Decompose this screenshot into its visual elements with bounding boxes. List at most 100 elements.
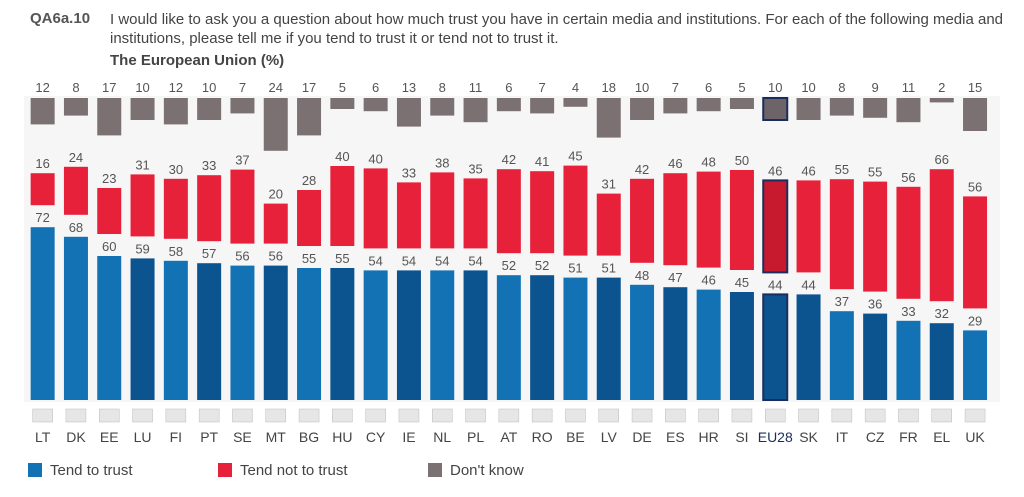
label-dont-know-be: 4: [572, 80, 579, 95]
label-dont-know-pt: 10: [202, 80, 216, 95]
bar-trust-nl: [430, 270, 455, 400]
bar-trust-mt: [263, 265, 288, 400]
stacked-bar-chart: 721612LT68248DK602317EE593110LU583012FI5…: [30, 80, 988, 445]
bar-dont-know-fi: [163, 98, 188, 125]
bar-not-trust-hr: [696, 171, 721, 268]
flag-icon-ro: [531, 408, 553, 423]
label-not-trust-mt: 20: [269, 187, 283, 202]
bar-not-trust-cz: [863, 181, 888, 292]
bar-trust-ee: [97, 256, 122, 400]
bar-not-trust-ie: [396, 182, 421, 249]
label-dont-know-el: 2: [938, 80, 945, 95]
label-trust-lv: 51: [602, 261, 616, 276]
bar-not-trust-eu28: [762, 179, 789, 274]
bar-trust-cz: [863, 313, 888, 400]
flag-icon-si: [731, 408, 753, 423]
bar-not-trust-it: [829, 179, 854, 290]
label-not-trust-pt: 33: [202, 158, 216, 173]
category-label-pl: PL: [467, 429, 484, 445]
bar-trust-it: [829, 311, 854, 400]
flag-icon-el: [931, 408, 952, 423]
bar-dont-know-sk: [796, 98, 821, 120]
bar-dont-know-mt: [263, 98, 288, 151]
bar-not-trust-lv: [596, 193, 621, 256]
category-label-mt: MT: [266, 429, 287, 445]
label-trust-dk: 68: [69, 220, 83, 235]
label-dont-know-ie: 13: [402, 80, 416, 95]
category-label-de: DE: [632, 429, 651, 445]
bar-dont-know-hr: [696, 98, 721, 112]
flag-icon-se: [232, 408, 253, 423]
label-not-trust-it: 55: [835, 162, 849, 177]
bar-trust-lt: [30, 227, 55, 400]
bar-not-trust-de: [630, 178, 655, 263]
bar-dont-know-lt: [30, 98, 55, 125]
category-label-ro: RO: [532, 429, 553, 445]
label-dont-know-hr: 6: [705, 80, 712, 95]
label-not-trust-uk: 56: [968, 179, 982, 194]
label-not-trust-at: 42: [502, 152, 516, 167]
label-dont-know-dk: 8: [72, 80, 79, 95]
label-trust-cz: 36: [868, 297, 882, 312]
bar-trust-hu: [330, 268, 355, 400]
label-not-trust-fr: 56: [901, 170, 915, 185]
label-not-trust-es: 46: [668, 156, 682, 171]
flag-icon-pl: [465, 408, 486, 423]
label-not-trust-be: 45: [568, 149, 582, 164]
label-trust-ro: 52: [535, 258, 549, 273]
label-not-trust-eu28: 46: [768, 163, 782, 178]
label-trust-hr: 46: [701, 273, 715, 288]
bar-not-trust-dk: [63, 166, 88, 215]
category-label-sk: SK: [799, 429, 818, 445]
category-label-se: SE: [233, 429, 252, 445]
flag-icon-hr: [698, 408, 719, 423]
flag-icon-pt: [198, 408, 220, 423]
flag-icon-fr: [898, 408, 919, 423]
category-label-es: ES: [666, 429, 685, 445]
label-dont-know-fi: 12: [169, 80, 183, 95]
legend-item-trust: Tend to trust: [28, 462, 133, 479]
bar-dont-know-es: [663, 98, 688, 114]
bar-dont-know-ee: [97, 98, 122, 136]
flag-icon-lv: [598, 408, 619, 423]
bar-trust-fr: [896, 320, 921, 400]
category-label-at: AT: [500, 429, 517, 445]
bar-not-trust-es: [663, 173, 688, 266]
bar-trust-el: [929, 323, 954, 400]
bar-not-trust-sk: [796, 180, 821, 273]
legend-swatch-dont-know: [428, 463, 442, 477]
category-label-it: IT: [836, 429, 849, 445]
label-dont-know-hu: 5: [339, 80, 346, 95]
bar-trust-es: [663, 287, 688, 400]
label-not-trust-lu: 31: [135, 157, 149, 172]
legend-label-trust: Tend to trust: [50, 462, 133, 479]
flag-icon-lt: [32, 408, 53, 423]
question-code: QA6a.10: [30, 10, 91, 27]
flag-icon-cy: [365, 408, 386, 423]
label-dont-know-it: 8: [838, 80, 845, 95]
bar-trust-lv: [596, 277, 621, 400]
bar-dont-know-at: [496, 98, 521, 112]
bar-not-trust-ee: [97, 188, 122, 234]
flag-icon-ie: [398, 408, 420, 423]
category-label-lu: LU: [134, 429, 152, 445]
label-dont-know-se: 7: [239, 80, 246, 95]
label-dont-know-es: 7: [672, 80, 679, 95]
label-not-trust-fi: 30: [169, 162, 183, 177]
flag-icon-fi: [165, 408, 187, 423]
question-text: I would like to ask you a question about…: [110, 11, 1004, 47]
legend-label-not-trust: Tend not to trust: [240, 462, 348, 479]
bar-dont-know-dk: [63, 98, 88, 116]
bar-not-trust-cy: [363, 168, 388, 249]
flag-icon-mt: [265, 408, 286, 423]
bar-dont-know-it: [829, 98, 854, 116]
label-dont-know-cz: 9: [872, 80, 879, 95]
bar-dont-know-uk: [963, 98, 988, 131]
flag-icon-es: [665, 408, 686, 423]
label-dont-know-lu: 10: [135, 80, 149, 95]
label-not-trust-hr: 48: [701, 155, 715, 170]
label-trust-bg: 55: [302, 251, 316, 266]
bar-not-trust-pt: [197, 175, 222, 242]
flag-icon-lu: [132, 408, 153, 423]
legend-swatch-not-trust: [218, 463, 232, 477]
